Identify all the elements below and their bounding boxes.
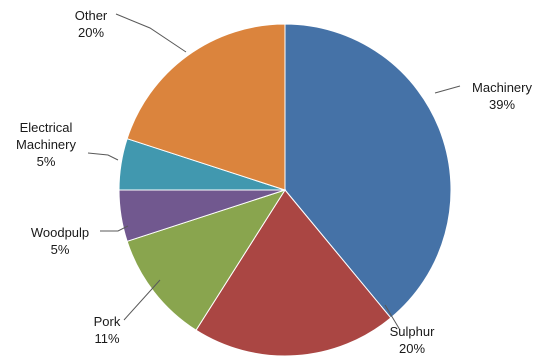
pie-slice-machinery	[284, 23, 452, 319]
leader-line-other	[115, 13, 187, 53]
slice-labels: Machinery 39% Sulphur 20% Pork 11% Woodpulp 5% E…	[16, 8, 532, 356]
pie-slices	[118, 23, 452, 357]
slice-label-machinery: Machinery 39%	[472, 80, 532, 112]
leader-line-electrical-machinery	[87, 152, 119, 161]
leader-line-pork	[123, 279, 161, 321]
slice-label-pork: Pork 11%	[94, 314, 121, 346]
pie-slice-sulphur	[195, 189, 392, 357]
slice-label-electrical-machinery: Electrical Machinery 5%	[16, 120, 76, 169]
pie-slice-other	[126, 23, 286, 191]
slice-label-sulphur: Sulphur 20%	[390, 324, 435, 356]
leader-line-machinery	[434, 85, 461, 94]
leader-lines	[87, 13, 461, 331]
pie-slice-pork	[126, 189, 287, 331]
slice-label-other: Other 20%	[75, 8, 108, 40]
leader-line-sulphur	[384, 304, 401, 331]
slice-label-woodpulp: Woodpulp 5%	[31, 225, 89, 257]
leader-line-woodpulp	[100, 225, 129, 232]
